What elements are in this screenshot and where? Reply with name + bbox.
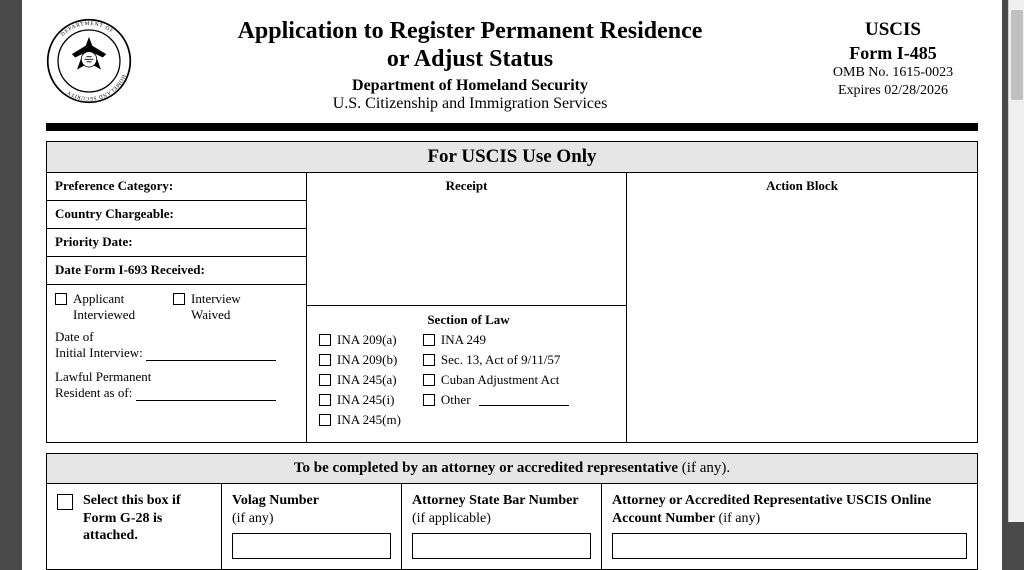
g28-checkbox[interactable] <box>57 494 73 510</box>
law-ina-249[interactable]: INA 249 <box>423 332 569 348</box>
law-ina-245i[interactable]: INA 245(i) <box>319 392 401 408</box>
department-name: Department of Homeland Security <box>144 77 796 95</box>
preference-category-label: Preference Category: <box>47 173 306 201</box>
bar-cell: Attorney State Bar Number (if applicable) <box>402 484 602 569</box>
attorney-section: To be completed by an attorney or accred… <box>46 453 978 570</box>
bar-input[interactable] <box>412 533 591 559</box>
account-input[interactable] <box>612 533 967 559</box>
action-block-area <box>627 196 977 416</box>
uscis-label: USCIS <box>808 18 978 42</box>
bar-label: Attorney State Bar Number <box>412 493 579 508</box>
header: DEPARTMENT OF HOMELAND SECURITY Applicat… <box>46 18 978 119</box>
volag-label: Volag Number <box>232 493 319 508</box>
g28-line1: Select this box if <box>83 493 181 508</box>
interview-waived-label: Interview Waived <box>191 291 251 323</box>
law-col-left: INA 209(a) INA 209(b) INA 245(a) INA 245… <box>319 332 401 432</box>
account-cell: Attorney or Accredited Representative US… <box>602 484 977 569</box>
law-other-field[interactable] <box>479 392 569 406</box>
middle-column: Receipt Section of Law INA 209(a) INA 20… <box>307 173 627 442</box>
title-block: Application to Register Permanent Reside… <box>144 18 796 113</box>
date-initial-label1: Date of <box>55 329 94 344</box>
interview-waived-checkbox[interactable]: Interview Waived <box>173 291 251 323</box>
g28-line3: attached. <box>83 528 138 543</box>
law-other[interactable]: Other <box>423 392 569 408</box>
left-column: Preference Category: Country Chargeable:… <box>47 173 307 442</box>
right-column: Action Block <box>627 173 977 442</box>
volag-cell: Volag Number (if any) <box>222 484 402 569</box>
divider-bar <box>46 123 978 131</box>
section-of-law-box: Section of Law INA 209(a) INA 209(b) INA… <box>307 306 626 442</box>
lpr-date-field[interactable] <box>136 387 276 401</box>
volag-input[interactable] <box>232 533 391 559</box>
attorney-section-title: To be completed by an attorney or accred… <box>47 454 977 484</box>
account-sub: (if any) <box>715 511 760 526</box>
action-block-header: Action Block <box>627 173 977 196</box>
uscis-only-section: For USCIS Use Only Preference Category: … <box>46 141 978 443</box>
expires-date: Expires 02/28/2026 <box>808 82 978 100</box>
law-col-right: INA 249 Sec. 13, Act of 9/11/57 Cuban Ad… <box>423 332 569 432</box>
form-number: Form I-485 <box>808 42 978 65</box>
lpr-label1: Lawful Permanent <box>55 369 151 384</box>
volag-sub: (if any) <box>232 511 274 526</box>
i693-received-label: Date Form I-693 Received: <box>47 257 306 285</box>
law-sec13[interactable]: Sec. 13, Act of 9/11/57 <box>423 352 569 368</box>
g28-line2: Form G-28 is <box>83 511 162 526</box>
uscis-only-grid: Preference Category: Country Chargeable:… <box>47 173 977 442</box>
law-ina-209a[interactable]: INA 209(a) <box>319 332 401 348</box>
form-title-line2: or Adjust Status <box>144 46 796 74</box>
attorney-grid: Select this box if Form G-28 is attached… <box>47 484 977 569</box>
dhs-seal-icon: DEPARTMENT OF HOMELAND SECURITY <box>46 18 132 104</box>
applicant-interviewed-label: Applicant Interviewed <box>73 291 143 323</box>
initial-interview-date-field[interactable] <box>146 347 276 361</box>
date-initial-label2: Initial Interview: <box>55 345 143 360</box>
uscis-only-title: For USCIS Use Only <box>47 142 977 173</box>
law-ina-209b[interactable]: INA 209(b) <box>319 352 401 368</box>
account-label: Attorney or Accredited Representative US… <box>612 493 931 526</box>
law-ina-245m[interactable]: INA 245(m) <box>319 412 401 428</box>
omb-number: OMB No. 1615-0023 <box>808 64 978 82</box>
priority-date-label: Priority Date: <box>47 229 306 257</box>
interview-box: Applicant Interviewed Interview Waived D… <box>47 285 306 411</box>
form-meta: USCIS Form I-485 OMB No. 1615-0023 Expir… <box>808 18 978 99</box>
law-cuban-adj[interactable]: Cuban Adjustment Act <box>423 372 569 388</box>
receipt-header: Receipt <box>307 173 626 196</box>
attorney-title-bold: To be completed by an attorney or accred… <box>294 460 678 476</box>
scroll-thumb[interactable] <box>1011 10 1023 100</box>
bar-sub: (if applicable) <box>412 511 491 526</box>
g28-cell: Select this box if Form G-28 is attached… <box>47 484 222 569</box>
form-page: DEPARTMENT OF HOMELAND SECURITY Applicat… <box>22 0 1002 570</box>
country-chargeable-label: Country Chargeable: <box>47 201 306 229</box>
law-ina-245a[interactable]: INA 245(a) <box>319 372 401 388</box>
agency-name: U.S. Citizenship and Immigration Service… <box>144 95 796 113</box>
form-title-line1: Application to Register Permanent Reside… <box>144 18 796 46</box>
scrollbar[interactable] <box>1008 0 1024 522</box>
applicant-interviewed-checkbox[interactable]: Applicant Interviewed <box>55 291 143 323</box>
receipt-area <box>307 196 626 306</box>
attorney-title-rest: (if any). <box>678 460 730 476</box>
section-of-law-title: Section of Law <box>319 312 618 328</box>
lpr-label2: Resident as of: <box>55 385 132 400</box>
